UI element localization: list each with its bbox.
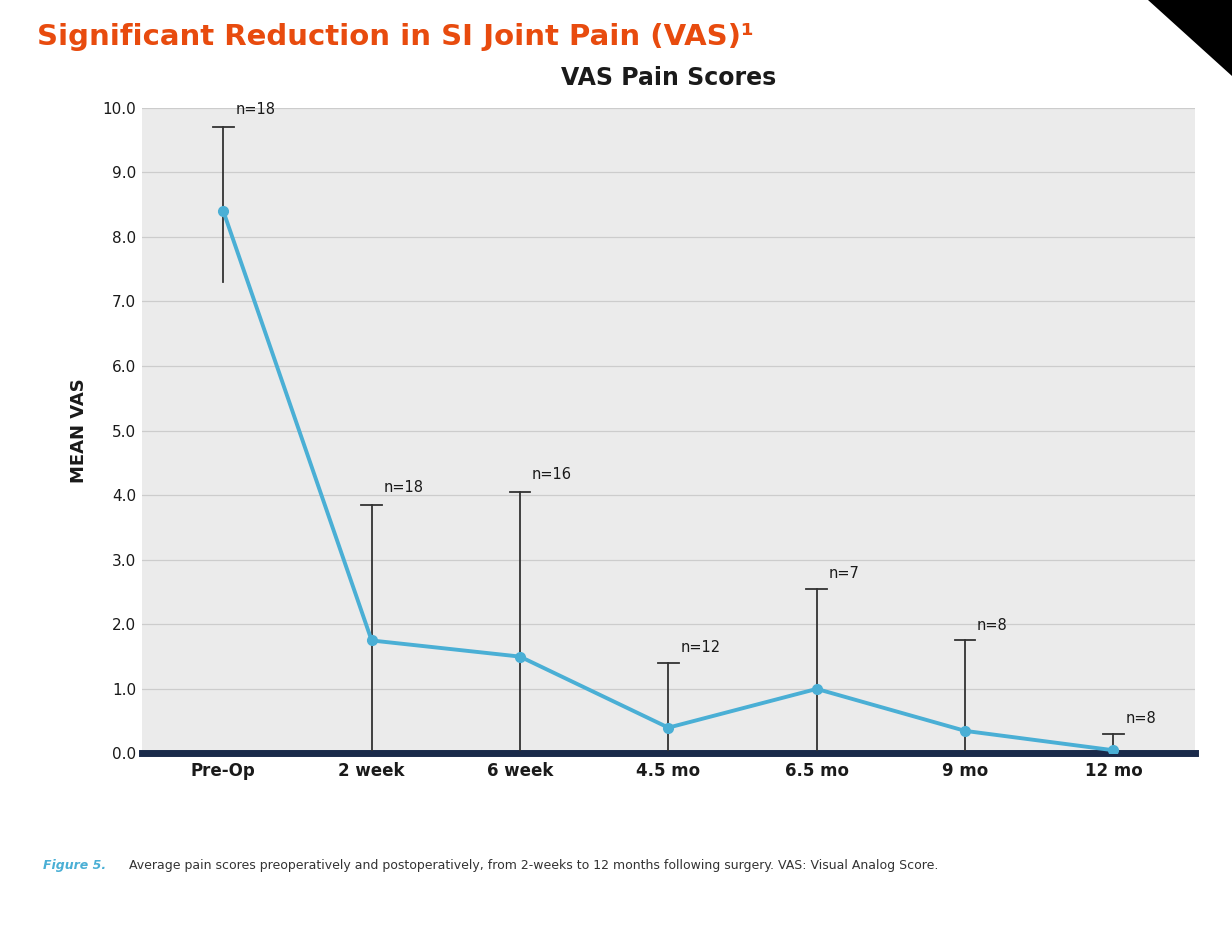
Polygon shape [1148, 0, 1232, 76]
Text: n=7: n=7 [829, 566, 860, 581]
Text: n=16: n=16 [532, 467, 572, 482]
Text: Figure 5.: Figure 5. [43, 859, 106, 872]
Text: Average pain scores preoperatively and postoperatively, from 2-weeks to 12 month: Average pain scores preoperatively and p… [129, 859, 939, 872]
Text: n=8: n=8 [1125, 711, 1156, 726]
Text: n=8: n=8 [977, 618, 1008, 633]
Text: Significant Reduction in SI Joint Pain (VAS)¹: Significant Reduction in SI Joint Pain (… [37, 23, 754, 51]
Text: n=18: n=18 [235, 102, 275, 117]
Title: VAS Pain Scores: VAS Pain Scores [561, 66, 776, 91]
Y-axis label: MEAN VAS: MEAN VAS [70, 378, 89, 483]
Text: n=18: n=18 [383, 480, 424, 495]
Text: n=12: n=12 [680, 640, 721, 655]
